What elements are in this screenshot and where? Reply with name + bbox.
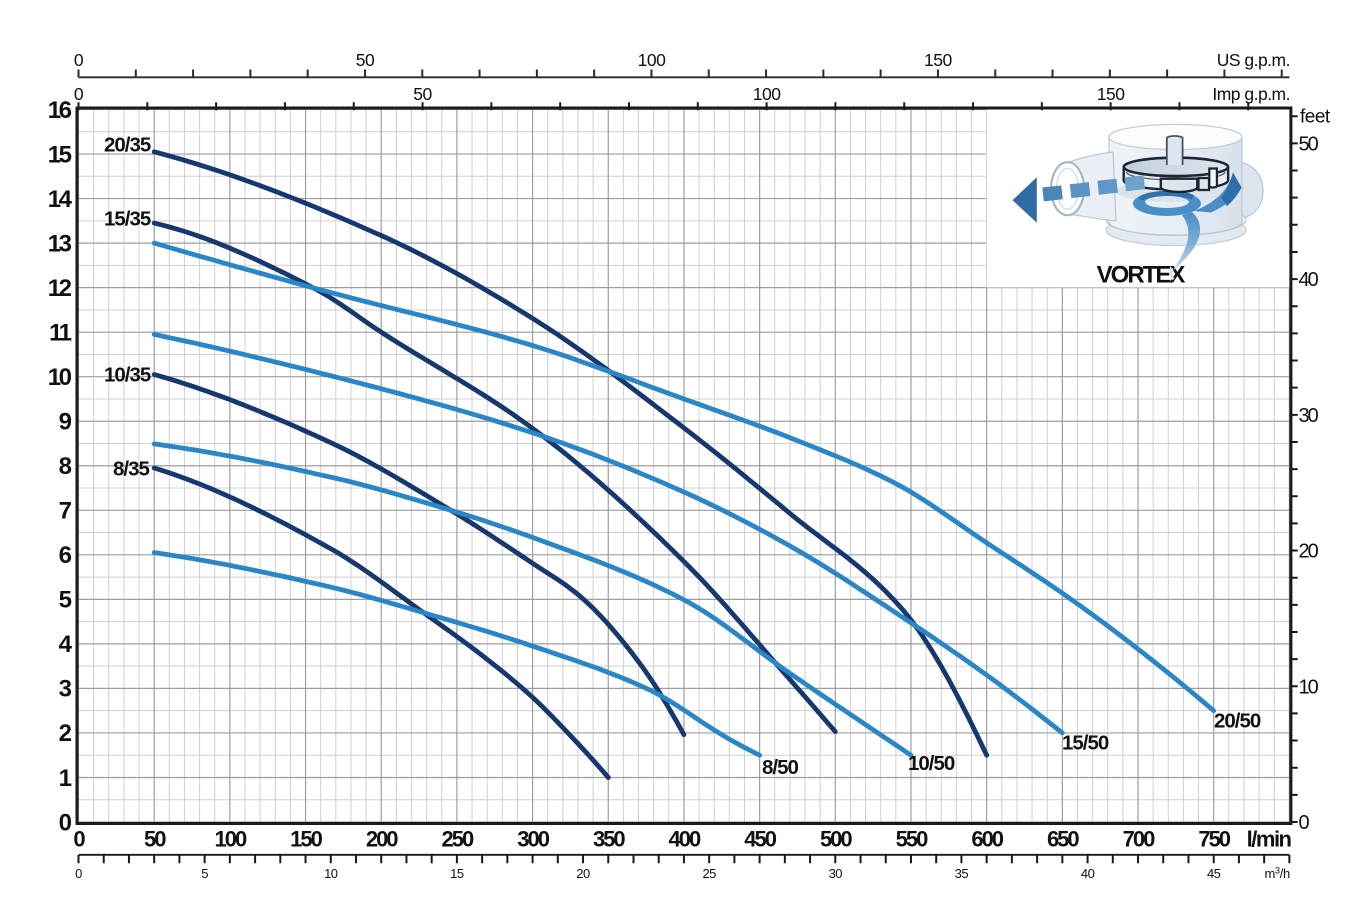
svg-text:100: 100 [638,50,666,70]
svg-text:50: 50 [1299,133,1319,155]
svg-text:700: 700 [1123,827,1155,852]
svg-text:500: 500 [820,827,852,852]
svg-text:40: 40 [1299,269,1319,291]
svg-text:10: 10 [48,364,72,391]
svg-text:200: 200 [366,827,398,852]
svg-text:20: 20 [576,866,590,881]
svg-text:150: 150 [1097,84,1125,104]
svg-text:20: 20 [1299,541,1319,563]
svg-text:150: 150 [924,50,952,70]
svg-text:300: 300 [517,827,549,852]
svg-text:l/min: l/min [1247,827,1292,852]
svg-text:40: 40 [1081,866,1095,881]
svg-text:5: 5 [201,866,208,881]
svg-text:0: 0 [75,866,82,881]
svg-text:14: 14 [48,186,73,213]
svg-text:0: 0 [74,50,84,70]
svg-text:45: 45 [1207,866,1221,881]
svg-text:15/35: 15/35 [104,208,151,231]
svg-text:30: 30 [829,866,843,881]
svg-text:100: 100 [753,84,781,104]
svg-text:US g.p.m.: US g.p.m. [1217,50,1290,70]
svg-text:0: 0 [73,827,85,852]
svg-text:Imp g.p.m.: Imp g.p.m. [1212,84,1290,104]
svg-text:35: 35 [955,866,969,881]
svg-text:50: 50 [413,84,432,104]
svg-text:m3/h: m3/h [1265,866,1291,882]
svg-text:400: 400 [669,827,701,852]
svg-text:30: 30 [1299,405,1319,427]
svg-text:550: 550 [896,827,928,852]
svg-text:20/50: 20/50 [1214,710,1261,733]
svg-text:50: 50 [356,50,375,70]
svg-text:12: 12 [48,275,72,302]
svg-text:11: 11 [49,320,72,347]
svg-text:10: 10 [1299,676,1319,698]
svg-text:100: 100 [215,827,247,852]
svg-text:15: 15 [450,866,464,881]
svg-text:8/50: 8/50 [762,756,798,779]
svg-text:10/35: 10/35 [104,364,151,387]
svg-text:650: 650 [1047,827,1079,852]
svg-text:50: 50 [144,827,166,852]
svg-text:600: 600 [971,827,1003,852]
svg-text:25: 25 [702,866,716,881]
svg-text:750: 750 [1198,827,1230,852]
svg-text:15: 15 [48,141,72,168]
svg-text:16: 16 [48,97,72,124]
svg-text:13: 13 [48,230,72,257]
svg-text:0: 0 [74,84,84,104]
svg-text:8/35: 8/35 [113,458,149,481]
svg-text:150: 150 [290,827,322,852]
svg-text:10: 10 [324,866,338,881]
svg-text:250: 250 [442,827,474,852]
svg-text:15/50: 15/50 [1062,732,1109,755]
svg-text:10/50: 10/50 [908,752,955,775]
svg-text:450: 450 [744,827,776,852]
svg-text:350: 350 [593,827,625,852]
svg-text:20/35: 20/35 [104,134,151,157]
svg-text:feet: feet [1300,107,1331,128]
